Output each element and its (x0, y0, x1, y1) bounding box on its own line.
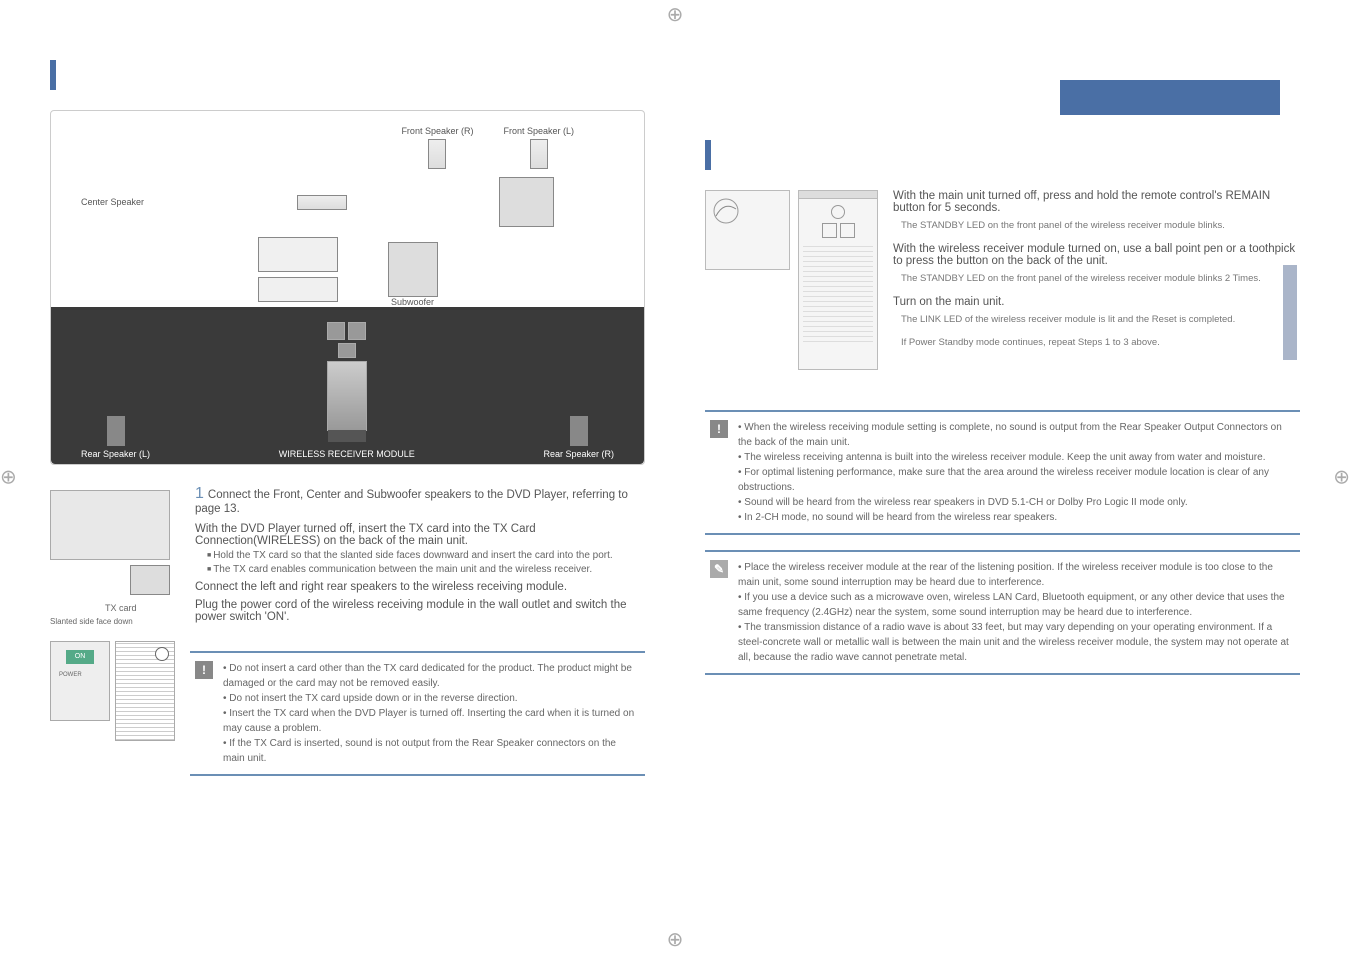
step-1-text: Connect the Front, Center and Subwoofer … (195, 489, 628, 515)
reset-steps-section: With the main unit turned off, press and… (705, 190, 1300, 370)
power-switch-icon: ON POWER (50, 641, 110, 721)
caution-item: • If the TX Card is inserted, sound is n… (223, 736, 640, 766)
right-step-2: With the wireless receiver module turned… (893, 243, 1300, 267)
section-header-right (705, 140, 1300, 170)
right-step-1: With the main unit turned off, press and… (893, 190, 1300, 214)
caution-item: • Insert the TX card when the DVD Player… (223, 706, 640, 736)
wiring-diagram: Front Speaker (R) Front Speaker (L) Cent… (50, 110, 645, 465)
section-header-left (50, 60, 645, 90)
caution-item: • Do not insert a card other than the TX… (223, 661, 640, 691)
step-2-bullet-1: Hold the TX card so that the slanted sid… (207, 550, 645, 561)
crop-mark-top: ⊕ (667, 2, 684, 27)
subwoofer-label: Subwoofer (388, 297, 438, 307)
power-switch-row: ON POWER ! • Do not insert a card other … (50, 641, 645, 776)
rear-speaker-r-icon (570, 416, 588, 446)
hand-pressing-unit-icon (705, 190, 790, 270)
step-1: 1Connect the Front, Center and Subwoofer… (195, 485, 645, 515)
crop-mark-bottom: ⊕ (667, 927, 684, 952)
caution-note-left: ! • Do not insert a card other than the … (190, 651, 645, 776)
center-speaker-label: Center Speaker (81, 197, 144, 207)
front-speaker-r-icon (428, 139, 446, 169)
tx-card-diagram: TX card Slanted side face down (50, 485, 180, 625)
tx-card-label: TX card (105, 603, 137, 613)
front-speaker-r-label: Front Speaker (R) (401, 126, 473, 136)
right-step-3-note-1: The LINK LED of the wireless receiver mo… (901, 314, 1300, 325)
right-page: With the main unit turned off, press and… (705, 60, 1300, 776)
info-item: • When the wireless receiving module set… (738, 420, 1295, 450)
caution-item: • Do not insert the TX card upside down … (223, 691, 640, 706)
info-item: • The wireless receiving antenna is buil… (738, 450, 1295, 465)
info-item: • In 2-CH mode, no sound will be heard f… (738, 510, 1295, 525)
module-port-icon (327, 322, 345, 340)
module-port-icon (348, 322, 366, 340)
on-button-icon: ON (66, 650, 94, 664)
left-page: Front Speaker (R) Front Speaker (L) Cent… (50, 60, 645, 776)
front-speaker-row: Front Speaker (R) Front Speaker (L) (81, 126, 614, 172)
info-note-2: ✎ • Place the wireless receiver module a… (705, 550, 1300, 675)
info-item: • If you use a device such as a microwav… (738, 590, 1295, 620)
power-label-icon: POWER (59, 672, 82, 678)
right-step-3: Turn on the main unit. (893, 296, 1300, 308)
dvd-player-rear-icon-2 (258, 277, 338, 302)
info-note-1: ! • When the wireless receiving module s… (705, 410, 1300, 535)
rear-speaker-l-label: Rear Speaker (L) (81, 449, 150, 459)
note-pin-icon: ✎ (710, 560, 728, 578)
rear-speaker-r-label: Rear Speaker (R) (543, 449, 614, 459)
right-step-2-note: The STANDBY LED on the front panel of th… (901, 273, 1300, 284)
info-item: • Place the wireless receiver module at … (738, 560, 1295, 590)
step-3: Connect the left and right rear speakers… (195, 581, 645, 593)
info-item: • For optimal listening performance, mak… (738, 465, 1295, 495)
subwoofer-icon (388, 242, 438, 297)
step-4: Plug the power cord of the wireless rece… (195, 599, 645, 623)
crop-mark-right: ⊕ (1333, 465, 1350, 490)
front-speaker-l-label: Front Speaker (L) (503, 126, 574, 136)
crop-mark-left: ⊕ (0, 465, 17, 490)
center-speaker-icon (297, 195, 347, 210)
amp-back-icon (499, 177, 554, 227)
wireless-module-label: WIRELESS RECEIVER MODULE (279, 449, 415, 459)
info-item: • Sound will be heard from the wireless … (738, 495, 1295, 510)
module-slot-icon (338, 343, 356, 358)
caution-icon: ! (710, 420, 728, 438)
slanted-side-label: Slanted side face down (50, 617, 133, 626)
right-step-1-note: The STANDBY LED on the front panel of th… (901, 220, 1300, 231)
section-indicator-icon (705, 140, 711, 170)
rear-speaker-l-icon (107, 416, 125, 446)
page-spread: Front Speaker (R) Front Speaker (L) Cent… (0, 0, 1350, 836)
module-back-pattern-icon (115, 641, 175, 741)
info-item: • The transmission distance of a radio w… (738, 620, 1295, 665)
step-2-bullet-2: The TX card enables communication betwee… (207, 564, 645, 575)
caution-icon: ! (195, 661, 213, 679)
front-speaker-l-icon (530, 139, 548, 169)
reset-diagram (705, 190, 878, 370)
right-step-3-note-2: If Power Standby mode continues, repeat … (901, 337, 1300, 348)
reset-button-icon (155, 647, 169, 661)
section-indicator-icon (50, 60, 56, 90)
wireless-receiver-module-icon (327, 361, 367, 431)
tx-card-steps-row: TX card Slanted side face down 1Connect … (50, 485, 645, 626)
side-tab-marker (1283, 265, 1297, 360)
dvd-player-rear-icon (258, 237, 338, 272)
dark-wireless-section: Rear Speaker (L) WIRELESS RECEIVER MODUL… (51, 307, 644, 464)
step-2: With the DVD Player turned off, insert t… (195, 523, 645, 547)
remote-control-icon (798, 190, 878, 370)
header-color-block (1060, 80, 1280, 115)
